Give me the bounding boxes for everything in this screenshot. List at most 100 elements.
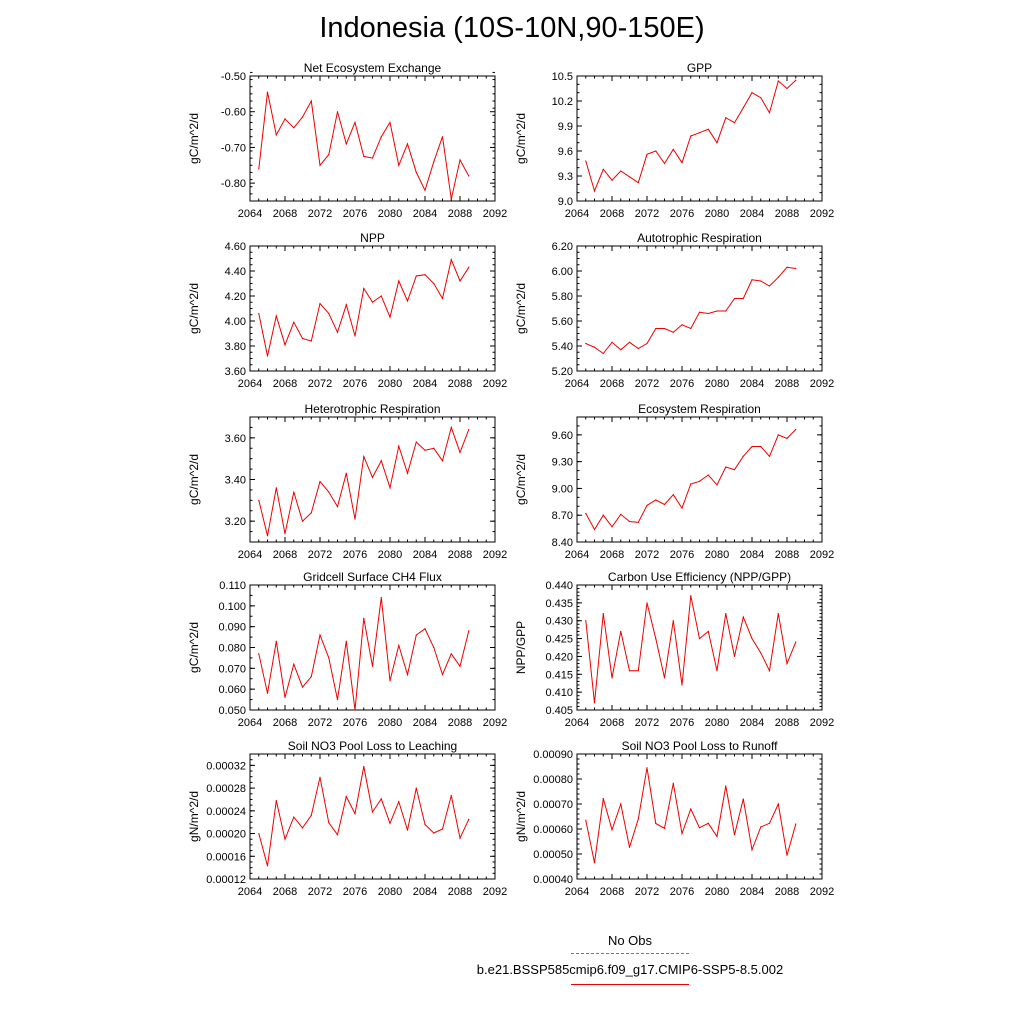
data-point <box>637 521 639 523</box>
y-tick-label: 0.00080 <box>533 774 573 786</box>
series-line <box>258 91 470 200</box>
data-point <box>354 335 356 337</box>
data-point <box>441 828 444 830</box>
y-tick-label: 10.5 <box>552 71 573 83</box>
data-point <box>690 135 692 137</box>
y-axis-label: gC/m^2/d <box>187 622 201 673</box>
data-point <box>681 684 683 686</box>
data-point <box>354 813 356 815</box>
data-point <box>751 637 753 640</box>
y-axis-label: gN/m^2/d <box>514 791 528 842</box>
data-point <box>336 111 339 113</box>
data-point <box>468 428 470 431</box>
panel-title: Carbon Use Efficiency (NPP/GPP) <box>608 570 791 584</box>
x-tick-label: 2076 <box>343 886 367 898</box>
data-point <box>646 342 648 345</box>
data-point <box>628 846 631 848</box>
data-point <box>319 302 321 305</box>
data-point <box>655 822 657 825</box>
data-point <box>733 834 736 836</box>
x-tick-label: 2068 <box>273 717 297 729</box>
y-tick-label: 3.20 <box>225 516 246 528</box>
data-point <box>258 312 260 315</box>
y-axis-label: gC/m^2/d <box>514 454 528 505</box>
data-point <box>620 803 622 805</box>
x-tick-label: 2076 <box>670 378 694 390</box>
x-tick-label: 2092 <box>483 549 507 561</box>
data-point <box>450 259 452 261</box>
data-point <box>663 827 666 829</box>
data-point <box>468 630 470 632</box>
y-axis-label: gC/m^2/d <box>514 113 528 164</box>
data-point <box>450 198 452 200</box>
x-tick-label: 2088 <box>448 717 472 729</box>
x-tick-label: 2080 <box>705 378 729 390</box>
panel-8: Carbon Use Efficiency (NPP/GPP) NPP/GPP 20… <box>514 570 834 729</box>
data-point <box>293 127 295 129</box>
data-point <box>768 455 771 457</box>
data-point <box>751 279 753 281</box>
data-point <box>284 344 286 346</box>
data-point <box>637 670 639 672</box>
data-point <box>760 652 762 654</box>
data-point <box>433 161 435 163</box>
y-axis-label: gN/m^2/d <box>187 791 201 842</box>
data-point <box>310 676 312 678</box>
x-tick-label: 2088 <box>775 549 799 561</box>
data-point <box>371 665 374 667</box>
x-tick-label: 2092 <box>810 717 834 729</box>
x-tick-label: 2080 <box>705 886 729 898</box>
data-point <box>275 640 277 642</box>
data-point <box>628 520 631 523</box>
x-tick-label: 2088 <box>775 378 799 390</box>
data-point <box>593 528 596 531</box>
y-tick-label: 0.00012 <box>206 874 246 886</box>
data-point <box>380 596 382 599</box>
y-tick-label: 5.80 <box>552 291 573 303</box>
data-point <box>433 282 435 285</box>
x-tick-label: 2064 <box>565 208 589 220</box>
data-point <box>424 449 426 451</box>
x-tick-label: 2072 <box>308 378 332 390</box>
data-point <box>459 451 461 454</box>
data-point <box>655 150 657 152</box>
data-point <box>336 698 339 701</box>
y-tick-label: 0.00070 <box>533 799 573 811</box>
data-point <box>637 818 639 820</box>
data-point <box>786 854 788 856</box>
data-point <box>602 168 604 170</box>
data-point <box>258 499 260 501</box>
y-tick-label: 6.20 <box>552 241 573 253</box>
x-tick-label: 2092 <box>483 717 507 729</box>
y-tick-label: 0.00040 <box>533 874 573 886</box>
data-point <box>345 472 347 474</box>
data-point <box>328 153 330 156</box>
data-point <box>681 324 683 326</box>
data-point <box>380 136 382 138</box>
y-tick-label: -0.60 <box>221 107 246 119</box>
data-point <box>585 160 587 162</box>
y-tick-label: 3.60 <box>225 433 246 445</box>
y-tick-label: 0.110 <box>219 580 246 592</box>
data-point <box>293 491 295 493</box>
x-tick-label: 2068 <box>600 549 624 561</box>
data-point <box>760 445 762 448</box>
panel-4: Autotrophic Respiration gC/m^2/d 2064 2068 2… <box>514 231 834 390</box>
data-point <box>716 142 718 144</box>
data-point <box>459 665 461 667</box>
data-point <box>795 428 797 431</box>
x-tick-label: 2072 <box>308 549 332 561</box>
data-point <box>336 505 339 508</box>
data-point <box>363 287 365 290</box>
x-tick-label: 2076 <box>670 886 694 898</box>
data-point <box>611 341 613 343</box>
series-line <box>258 597 470 711</box>
x-tick-label: 2088 <box>775 886 799 898</box>
x-tick-label: 2064 <box>238 378 262 390</box>
data-point <box>751 92 753 94</box>
data-point <box>258 168 260 170</box>
data-point <box>319 480 321 483</box>
data-point <box>284 696 286 699</box>
data-point <box>585 342 587 345</box>
data-point <box>310 512 312 514</box>
